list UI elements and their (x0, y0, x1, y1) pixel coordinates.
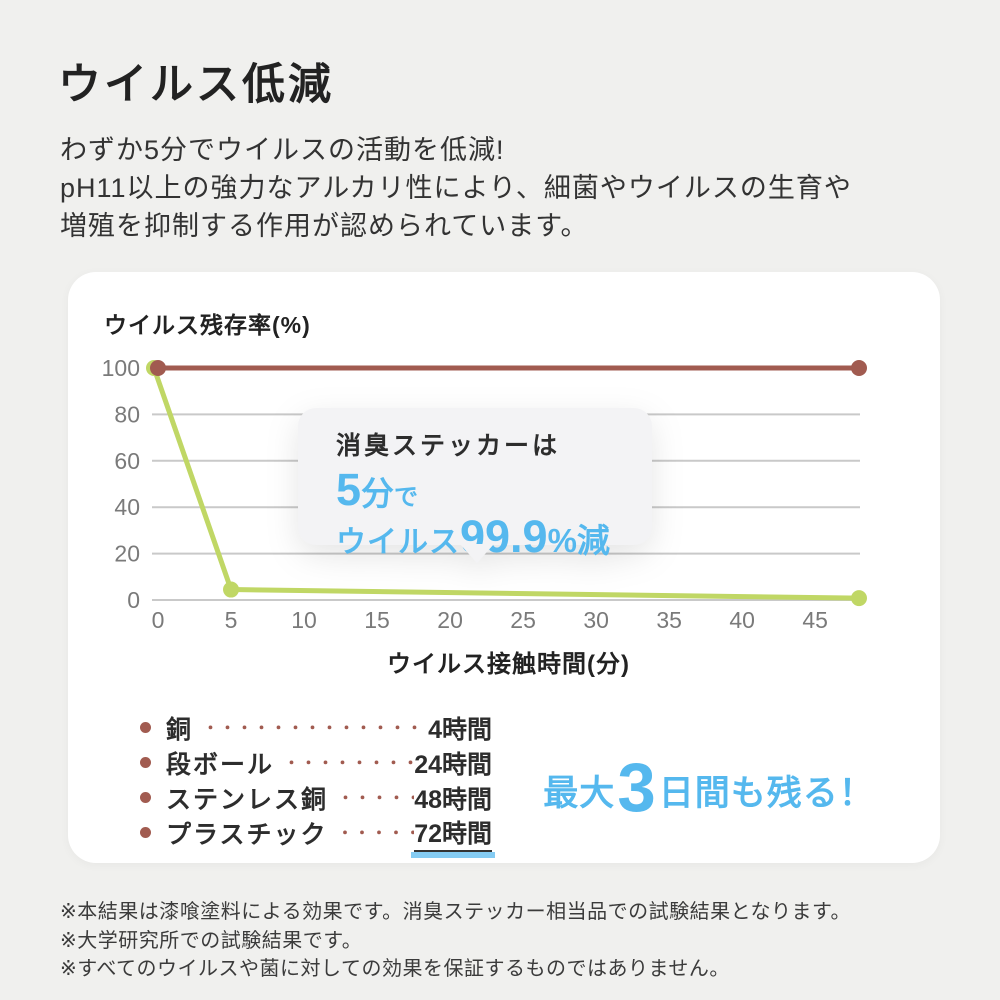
page-title: ウイルス低減 (58, 61, 334, 109)
legend-material-label: 段ボール (166, 750, 275, 779)
legend-time-value: 72時間 (411, 814, 495, 858)
footnote-line: ※大学研究所での試験結果です。 (60, 929, 363, 952)
callout-virus-label: ウイルス (336, 526, 460, 560)
legend-material-label: ステンレス銅 (166, 785, 329, 814)
callout-bubble: 消臭ステッカーは 5分で ウイルス99.9%減 (298, 408, 652, 563)
svg-text:20: 20 (437, 607, 463, 633)
svg-text:35: 35 (656, 607, 682, 633)
svg-text:60: 60 (114, 448, 140, 474)
callout-pointer-icon (460, 544, 494, 563)
intro-line: わずか5分でウイルスの活動を低減! (60, 135, 505, 165)
legend-bullet-icon (140, 792, 151, 803)
footnote-line: ※すべてのウイルスや菌に対しての効果を保証するものではありません。 (60, 958, 730, 980)
legend-material-label: プラスチック (166, 820, 328, 849)
legend-material-label: 銅 (166, 715, 194, 744)
material-survival-legend: 銅・・・・・・・・・・・・・ 4時間 段ボール ・・・・・・・・ 24時間 ステンレス銅・… (140, 710, 495, 858)
svg-text:100: 100 (102, 355, 140, 381)
footnotes: ※本結果は漆喰塗料による効果です。消臭ステッカー相当品での試験結果となります。 ※… (60, 898, 851, 984)
highlight-remains-text: 最大 3 日間も残る！ (514, 740, 904, 840)
legend-dot-leader: ・・・・・・・・ (284, 755, 415, 772)
callout-minutes-line: 5分で (336, 466, 652, 513)
svg-text:10: 10 (291, 607, 317, 633)
legend-row: プラスチック ・・・・・ 72時間 (140, 814, 495, 858)
svg-text:30: 30 (583, 607, 609, 633)
intro-line: 増殖を抑制する作用が認められています。 (60, 211, 589, 241)
intro-line: pH11以上の強力なアルカリ性により、細菌やウイルスの生育や (60, 173, 852, 203)
callout-heading: 消臭ステッカーは (336, 432, 561, 460)
svg-text:40: 40 (114, 494, 140, 520)
legend-row: 段ボール ・・・・・・・・ 24時間 (140, 745, 492, 780)
legend-bullet-icon (140, 827, 151, 838)
legend-time-value: 24時間 (414, 750, 492, 779)
footnote-line: ※本結果は漆喰塗料による効果です。消臭ステッカー相当品での試験結果となります。 (60, 901, 852, 923)
svg-text:40: 40 (729, 607, 755, 633)
legend-time-value: 48時間 (414, 785, 492, 814)
chart-panel: ウイルス残存率(%) 0 20 40 60 80 100 0 5 10 15 20 25 30 35 40 4… (68, 272, 940, 863)
legend-row: ステンレス銅・・・・・48時間 (140, 780, 492, 815)
callout-percent-suffix: %減 (547, 522, 610, 560)
svg-text:20: 20 (114, 541, 140, 567)
callout-minutes-unit: 分 (361, 475, 395, 512)
legend-time-value: 4時間 (428, 715, 492, 744)
callout-minutes-value: 5 (336, 464, 362, 515)
callout-minutes-particle: で (394, 484, 419, 511)
legend-bullet-icon (140, 722, 151, 733)
svg-text:0: 0 (127, 587, 140, 613)
legend-bullet-icon (140, 757, 151, 768)
y-axis-title: ウイルス残存率(%) (104, 312, 311, 338)
svg-text:15: 15 (364, 607, 390, 633)
highlight-number: 3 (617, 748, 657, 826)
highlight-prefix: 最大 (543, 773, 616, 813)
svg-text:0: 0 (152, 607, 165, 633)
legend-dot-leader: ・・・・・ (338, 790, 414, 807)
highlight-suffix: 日間も残る！ (658, 773, 875, 813)
svg-text:80: 80 (114, 401, 140, 427)
legend-dot-leader: ・・・・・・・・・・・・・ (203, 720, 425, 737)
intro-text: わずか5分でウイルスの活動を低減! pH11以上の強力なアルカリ性により、細菌やウ… (60, 131, 970, 245)
svg-text:45: 45 (802, 607, 828, 633)
legend-row: 銅・・・・・・・・・・・・・ 4時間 (140, 710, 492, 745)
x-axis-title: ウイルス接触時間(分) (387, 651, 630, 678)
callout-percent-line: ウイルス99.9%減 (336, 513, 652, 560)
legend-dot-leader: ・・・・・ (337, 825, 415, 842)
svg-text:5: 5 (225, 607, 238, 633)
svg-text:25: 25 (510, 607, 536, 633)
